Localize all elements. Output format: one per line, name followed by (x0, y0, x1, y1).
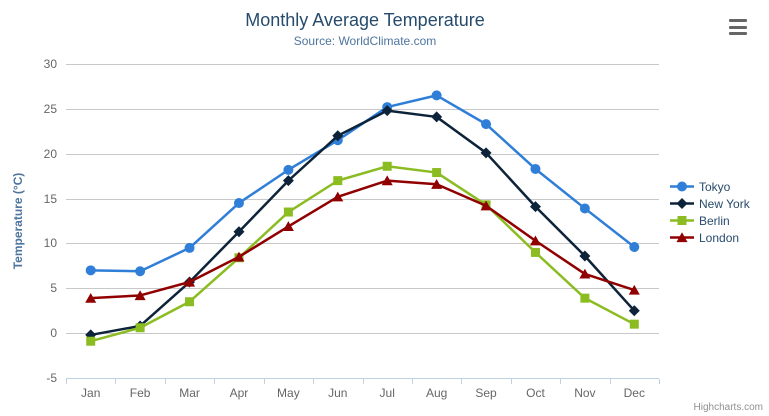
hamburger-menu-icon[interactable] (729, 19, 751, 35)
series-line-london (89, 179, 636, 300)
data-point-berlin-jun[interactable] (333, 176, 343, 186)
series-line-berlin (89, 165, 636, 343)
x-axis-label: Sep (475, 386, 497, 400)
data-point-new-york-dec[interactable] (628, 305, 640, 317)
x-axis-label: Feb (130, 386, 151, 400)
hamburger-bar (729, 19, 747, 22)
data-point-new-york-may[interactable] (282, 175, 294, 187)
data-point-london-apr[interactable] (233, 251, 245, 262)
data-point-london-jun[interactable] (332, 191, 344, 202)
legend: Tokyo New York Berlin London (670, 178, 750, 246)
data-point-new-york-jun[interactable] (332, 130, 344, 142)
data-point-berlin-aug[interactable] (432, 168, 442, 178)
data-point-london-dec[interactable] (628, 284, 640, 295)
legend-item-new-york[interactable]: New York (670, 195, 750, 212)
x-axis-label: Oct (526, 386, 545, 400)
data-point-new-york-apr[interactable] (233, 226, 245, 238)
data-point-london-feb[interactable] (134, 290, 146, 301)
data-point-london-aug[interactable] (431, 179, 443, 189)
data-point-new-york-nov[interactable] (579, 250, 591, 262)
legend-symbol-new-york (676, 198, 688, 209)
legend-item-tokyo[interactable]: Tokyo (670, 178, 750, 195)
series-line-tokyo (89, 94, 636, 273)
data-point-tokyo-may[interactable] (283, 164, 294, 175)
y-axis-tick-label: 25 (44, 102, 58, 116)
data-point-tokyo-aug[interactable] (431, 90, 442, 101)
hamburger-bar (729, 25, 747, 29)
data-point-berlin-feb[interactable] (135, 323, 145, 333)
y-axis-tick-label: 0 (50, 326, 57, 340)
data-point-tokyo-dec[interactable] (629, 242, 640, 253)
data-point-tokyo-sep[interactable] (481, 119, 492, 130)
data-point-new-york-sep[interactable] (480, 147, 492, 159)
legend-marker-circle-icon (670, 181, 694, 192)
data-point-berlin-may[interactable] (283, 207, 293, 217)
credits-link[interactable]: Highcharts.com (693, 402, 763, 413)
data-point-berlin-jan[interactable] (86, 336, 96, 346)
legend-symbol-london (676, 232, 688, 243)
data-point-new-york-jul[interactable] (381, 105, 393, 117)
chart-title: Monthly Average Temperature (245, 10, 485, 30)
data-point-london-jan[interactable] (85, 292, 97, 303)
x-axis-label: Mar (179, 386, 200, 400)
data-point-new-york-oct[interactable] (529, 201, 541, 213)
data-point-london-sep[interactable] (480, 200, 492, 211)
chart-subtitle: Source: WorldClimate.com (293, 34, 437, 48)
x-axis-label: Jan (81, 386, 100, 400)
data-point-new-york-aug[interactable] (431, 111, 443, 123)
y-axis-title: Temperature (°C) (11, 173, 25, 270)
data-point-tokyo-feb[interactable] (135, 266, 146, 277)
legend-marker-diamond-icon (670, 198, 694, 209)
x-axis-label: Dec (624, 386, 645, 400)
x-axis-label: Nov (574, 386, 595, 400)
data-point-london-oct[interactable] (529, 235, 541, 246)
legend-label: Berlin (699, 213, 730, 228)
legend-item-berlin[interactable]: Berlin (670, 212, 750, 229)
data-point-london-jul[interactable] (381, 175, 393, 186)
data-point-berlin-oct[interactable] (530, 247, 540, 257)
x-axis-label: May (277, 386, 300, 400)
legend-label: New York (699, 196, 750, 211)
legend-marker-square-icon (670, 216, 694, 225)
y-axis-tick-label: 20 (44, 147, 58, 161)
series-line-new-york (89, 109, 636, 337)
data-point-london-mar[interactable] (184, 276, 196, 287)
legend-label: London (699, 230, 740, 245)
data-point-berlin-dec[interactable] (629, 319, 639, 329)
x-axis-label: Jun (328, 386, 347, 400)
data-point-berlin-jul[interactable] (382, 161, 392, 171)
x-axis-label: Jul (380, 386, 395, 400)
y-axis-tick-label: 30 (44, 57, 58, 71)
legend-marker-triangle-icon (670, 232, 694, 243)
data-point-london-nov[interactable] (579, 268, 591, 279)
legend-symbol-berlin (677, 216, 687, 225)
legend-label: Tokyo (699, 179, 731, 194)
x-axis-label: Aug (426, 386, 447, 400)
data-point-tokyo-mar[interactable] (184, 242, 195, 253)
data-point-tokyo-nov[interactable] (579, 203, 590, 214)
data-point-berlin-nov[interactable] (580, 293, 590, 303)
legend-item-london[interactable]: London (670, 229, 750, 246)
y-axis-tick-label: 15 (44, 192, 58, 206)
data-point-tokyo-apr[interactable] (233, 198, 244, 209)
y-axis-tick-label: 5 (50, 281, 57, 295)
data-point-berlin-mar[interactable] (185, 297, 195, 307)
data-point-london-may[interactable] (282, 221, 294, 231)
y-axis-tick-label: -5 (46, 371, 57, 385)
data-point-tokyo-oct[interactable] (530, 163, 541, 174)
hamburger-bar (729, 32, 747, 35)
data-point-tokyo-jan[interactable] (85, 265, 96, 276)
y-axis-tick-label: 10 (44, 236, 58, 250)
legend-symbol-tokyo (677, 181, 687, 192)
x-axis-label: Apr (230, 386, 249, 400)
